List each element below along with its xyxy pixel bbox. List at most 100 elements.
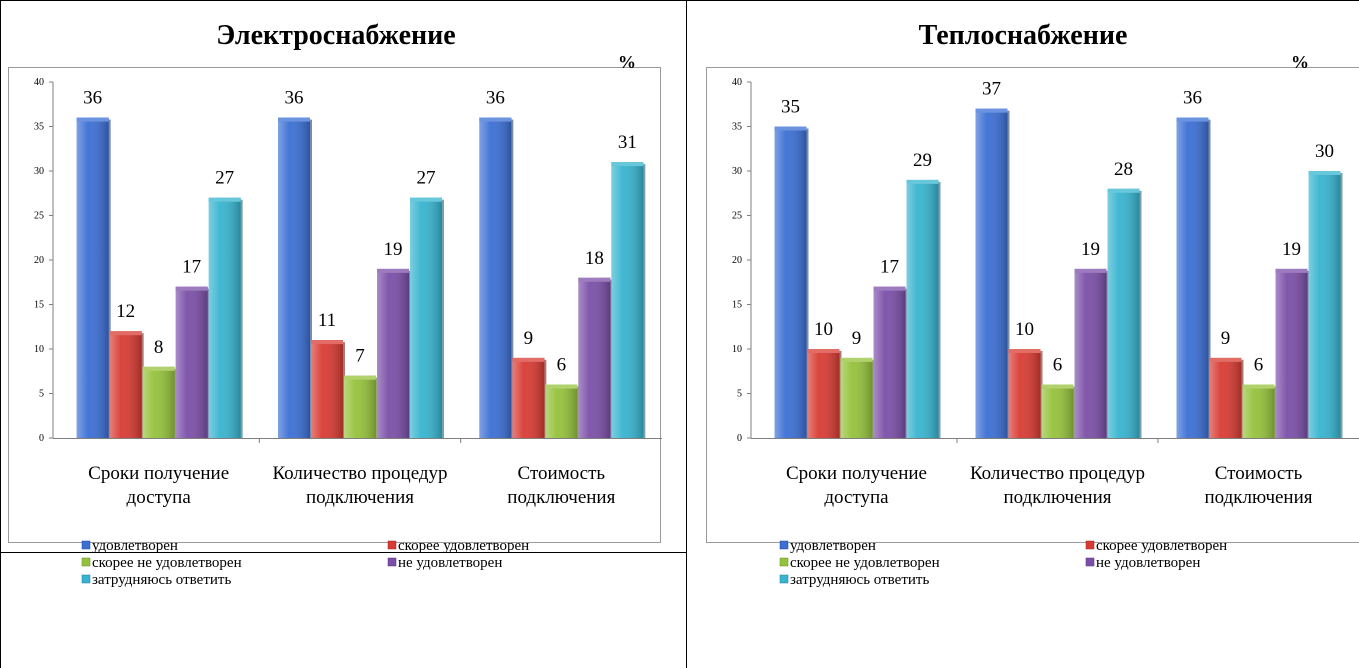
bar <box>1209 357 1244 438</box>
legend-item: скорее не удовлетворен <box>81 555 242 571</box>
data-label: 35 <box>781 97 800 118</box>
x-tick-label: доступа <box>127 487 192 508</box>
bar <box>1242 384 1277 438</box>
x-tick-label: Стоимость <box>518 463 606 484</box>
legend-swatch <box>779 574 789 584</box>
data-label: 9 <box>524 328 534 349</box>
y-tick-label: 35 <box>34 122 44 133</box>
data-label: 7 <box>355 346 365 367</box>
x-tick-label: Количество процедур <box>272 463 447 484</box>
y-tick-label: 20 <box>34 255 44 266</box>
legend-item: удовлетворен <box>779 538 876 554</box>
data-label: 9 <box>1221 328 1231 349</box>
chart-electricity: Электроснабжение% 0 5 10 15 20 25 30 35 40 36 12 8 17… <box>8 20 662 588</box>
legend-swatch <box>387 557 397 567</box>
y-tick-label: 0 <box>39 433 44 444</box>
data-label: 6 <box>1053 355 1063 376</box>
y-tick-label: 25 <box>34 211 44 222</box>
bar <box>611 162 646 438</box>
data-label: 19 <box>1282 239 1301 260</box>
chart-frame <box>706 67 1359 543</box>
legend-label: затрудняюсь ответить <box>790 572 929 588</box>
y-tick-label: 40 <box>34 77 44 88</box>
bar <box>142 366 177 438</box>
legend-item: не удовлетворен <box>387 555 502 571</box>
y-tick-label: 35 <box>732 122 742 133</box>
bar <box>807 349 842 438</box>
data-label: 10 <box>814 319 833 340</box>
bar <box>578 277 613 438</box>
data-label: 12 <box>116 301 135 322</box>
y-tick-label: 0 <box>737 433 742 444</box>
x-tick-label: доступа <box>824 487 889 508</box>
x-tick-label: Сроки получение <box>88 463 229 484</box>
x-tick-label: Сроки получение <box>786 463 927 484</box>
data-label: 27 <box>417 168 436 189</box>
legend-swatch <box>779 557 789 567</box>
legend-label: удовлетворен <box>790 538 876 554</box>
bar <box>109 331 144 438</box>
bar <box>906 179 941 438</box>
bar <box>76 117 111 438</box>
bar <box>479 117 514 438</box>
bar <box>1074 268 1109 438</box>
legend-swatch <box>81 540 91 550</box>
legend-item: скорее удовлетворен <box>387 538 529 554</box>
chart-title: Электроснабжение <box>216 20 455 51</box>
unit-label: % <box>1291 52 1309 72</box>
bar <box>175 286 210 438</box>
legend-swatch <box>1085 557 1095 567</box>
legend-item: скорее не удовлетворен <box>779 555 940 571</box>
x-tick-label: Стоимость <box>1215 463 1303 484</box>
y-tick-label: 10 <box>732 344 742 355</box>
data-label: 37 <box>982 79 1001 100</box>
y-tick-label: 20 <box>732 255 742 266</box>
bar <box>1107 188 1142 438</box>
legend-item: удовлетворен <box>81 538 178 554</box>
chart-frame <box>8 67 661 543</box>
legend-swatch <box>1085 540 1095 550</box>
data-label: 10 <box>1015 319 1034 340</box>
legend-label: скорее не удовлетворен <box>92 555 242 571</box>
bar <box>1308 171 1343 438</box>
legend-item: затрудняюсь ответить <box>779 572 929 588</box>
legend-item: затрудняюсь ответить <box>81 572 231 588</box>
y-tick-label: 15 <box>34 300 44 311</box>
data-label: 18 <box>585 248 604 269</box>
bar <box>278 117 312 438</box>
data-label: 19 <box>1081 239 1100 260</box>
y-tick-label: 5 <box>39 389 44 400</box>
legend-label: скорее не удовлетворен <box>790 555 940 571</box>
data-label: 31 <box>618 132 637 153</box>
data-label: 28 <box>1114 159 1133 180</box>
legend-swatch <box>387 540 397 550</box>
x-tick-label: подключения <box>507 487 615 508</box>
legend-label: скорее удовлетворен <box>398 538 529 554</box>
unit-label: % <box>618 52 636 72</box>
y-tick-label: 25 <box>732 211 742 222</box>
data-label: 36 <box>83 88 102 109</box>
data-label: 36 <box>1183 88 1202 109</box>
bar <box>545 384 580 438</box>
data-label: 17 <box>880 257 899 278</box>
chart-title: Теплоснабжение <box>919 20 1128 51</box>
bar <box>873 286 908 438</box>
bar <box>774 126 809 438</box>
y-tick-label: 5 <box>737 389 742 400</box>
legend-label: затрудняюсь ответить <box>92 572 231 588</box>
y-tick-label: 40 <box>732 77 742 88</box>
legend-label: не удовлетворен <box>1096 555 1200 571</box>
data-label: 9 <box>852 328 862 349</box>
x-tick-label: подключения <box>1003 487 1111 508</box>
bar <box>311 340 345 438</box>
bar <box>512 357 547 438</box>
legend-swatch <box>779 540 789 550</box>
y-tick-label: 30 <box>34 166 44 177</box>
legend-label: не удовлетворен <box>398 555 502 571</box>
bar <box>410 197 444 438</box>
x-tick-label: подключения <box>1204 487 1312 508</box>
bar <box>975 108 1010 438</box>
data-label: 19 <box>384 239 403 260</box>
data-label: 6 <box>557 355 567 376</box>
